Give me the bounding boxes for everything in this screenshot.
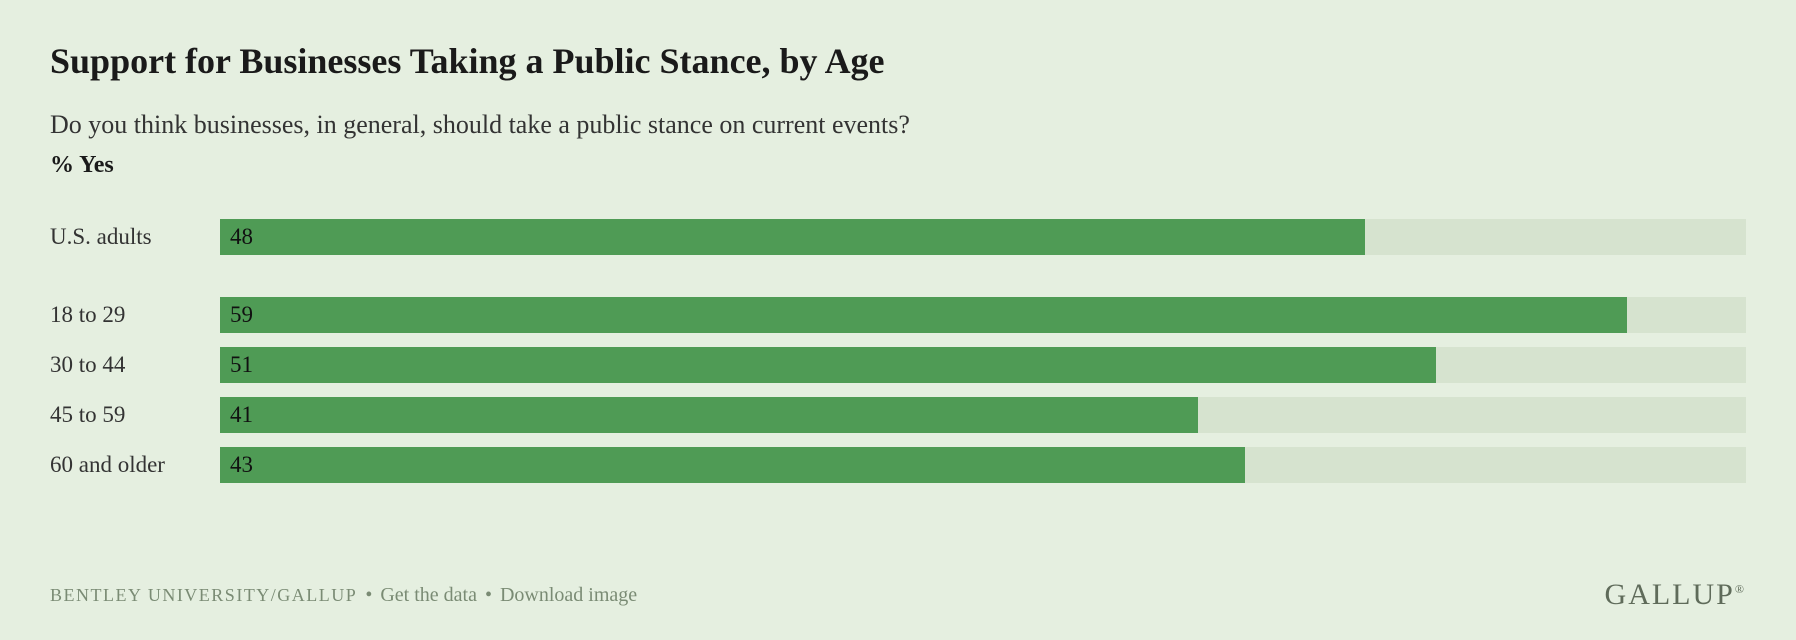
- bar-fill: 48: [220, 219, 1365, 255]
- chart-subtitle: Do you think businesses, in general, sho…: [50, 110, 1746, 140]
- group-spacer: [50, 269, 1746, 297]
- bar-row: U.S. adults 48: [50, 219, 1746, 255]
- bar-fill: 51: [220, 347, 1436, 383]
- footer-source: BENTLEY UNIVERSITY/GALLUP: [50, 585, 357, 606]
- bar-row: 30 to 44 51: [50, 347, 1746, 383]
- bar-value: 51: [230, 352, 253, 378]
- bar-row: 18 to 29 59: [50, 297, 1746, 333]
- get-data-link[interactable]: Get the data: [380, 584, 477, 607]
- bar-fill: 41: [220, 397, 1198, 433]
- gallup-logo: GALLUP®: [1605, 578, 1746, 612]
- bar-track: 41: [220, 397, 1746, 433]
- footer-separator: •: [365, 584, 372, 607]
- chart-title: Support for Businesses Taking a Public S…: [50, 40, 1746, 82]
- bar-value: 43: [230, 452, 253, 478]
- bar-track: 59: [220, 297, 1746, 333]
- bar-label: 30 to 44: [50, 352, 220, 378]
- bar-value: 59: [230, 302, 253, 328]
- bar-value: 41: [230, 402, 253, 428]
- percent-yes-label: % Yes: [50, 152, 1746, 179]
- bar-fill: 59: [220, 297, 1627, 333]
- chart-footer: BENTLEY UNIVERSITY/GALLUP • Get the data…: [50, 578, 1746, 612]
- bar-row: 60 and older 43: [50, 447, 1746, 483]
- bar-label: U.S. adults: [50, 224, 220, 250]
- bar-fill: 43: [220, 447, 1245, 483]
- bar-label: 45 to 59: [50, 402, 220, 428]
- bar-track: 48: [220, 219, 1746, 255]
- bar-label: 60 and older: [50, 452, 220, 478]
- download-image-link[interactable]: Download image: [500, 584, 637, 607]
- bar-track: 43: [220, 447, 1746, 483]
- bar-label: 18 to 29: [50, 302, 220, 328]
- bar-chart: U.S. adults 48 18 to 29 59 30 to 44 51 45 to 5…: [50, 219, 1746, 483]
- bar-row: 45 to 59 41: [50, 397, 1746, 433]
- bar-track: 51: [220, 347, 1746, 383]
- footer-separator: •: [485, 584, 492, 607]
- footer-left: BENTLEY UNIVERSITY/GALLUP • Get the data…: [50, 584, 637, 607]
- bar-value: 48: [230, 224, 253, 250]
